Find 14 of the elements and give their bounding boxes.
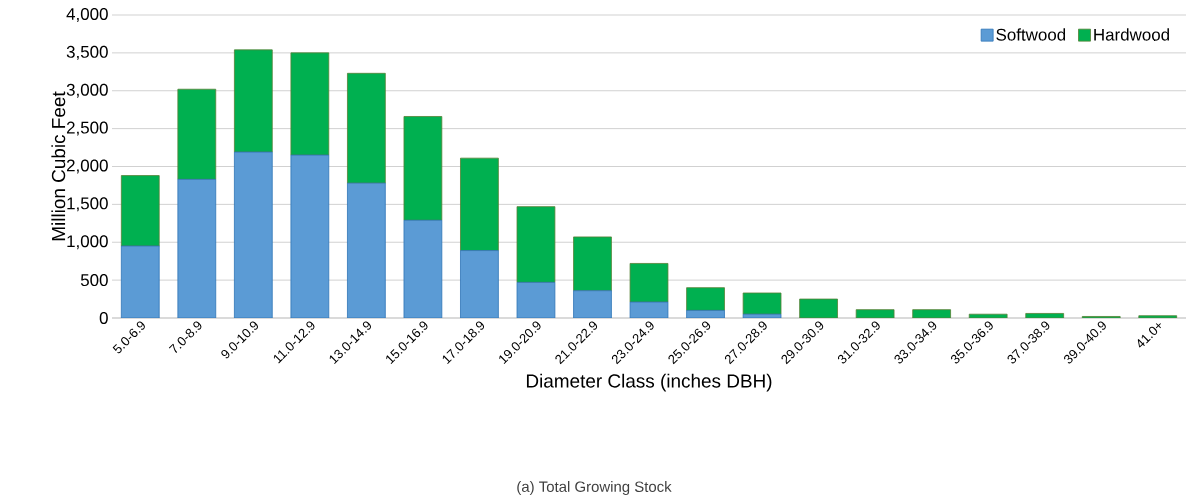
y-axis-title: Million Cubic Feet <box>51 91 66 241</box>
text: (a) Total Growing Stock <box>517 481 672 495</box>
y-tick-label: 3,000 <box>66 83 108 98</box>
legend-label: Hardwood <box>1094 28 1169 41</box>
y-tick-label: 4,000 <box>66 7 108 22</box>
y-tick-label: 1,000 <box>67 235 108 250</box>
x-axis-title: Diameter Class (inches DBH) <box>526 373 772 392</box>
y-tick-label: 0 <box>99 311 108 324</box>
y-tick-label: 500 <box>80 274 108 287</box>
y-tick-label: 2,500 <box>66 121 108 136</box>
y-tick-label: 2,000 <box>66 159 108 174</box>
y-tick-label: 3,500 <box>66 45 108 60</box>
legend-label: Softwood <box>996 28 1066 41</box>
y-tick-label: 1,500 <box>67 197 108 212</box>
